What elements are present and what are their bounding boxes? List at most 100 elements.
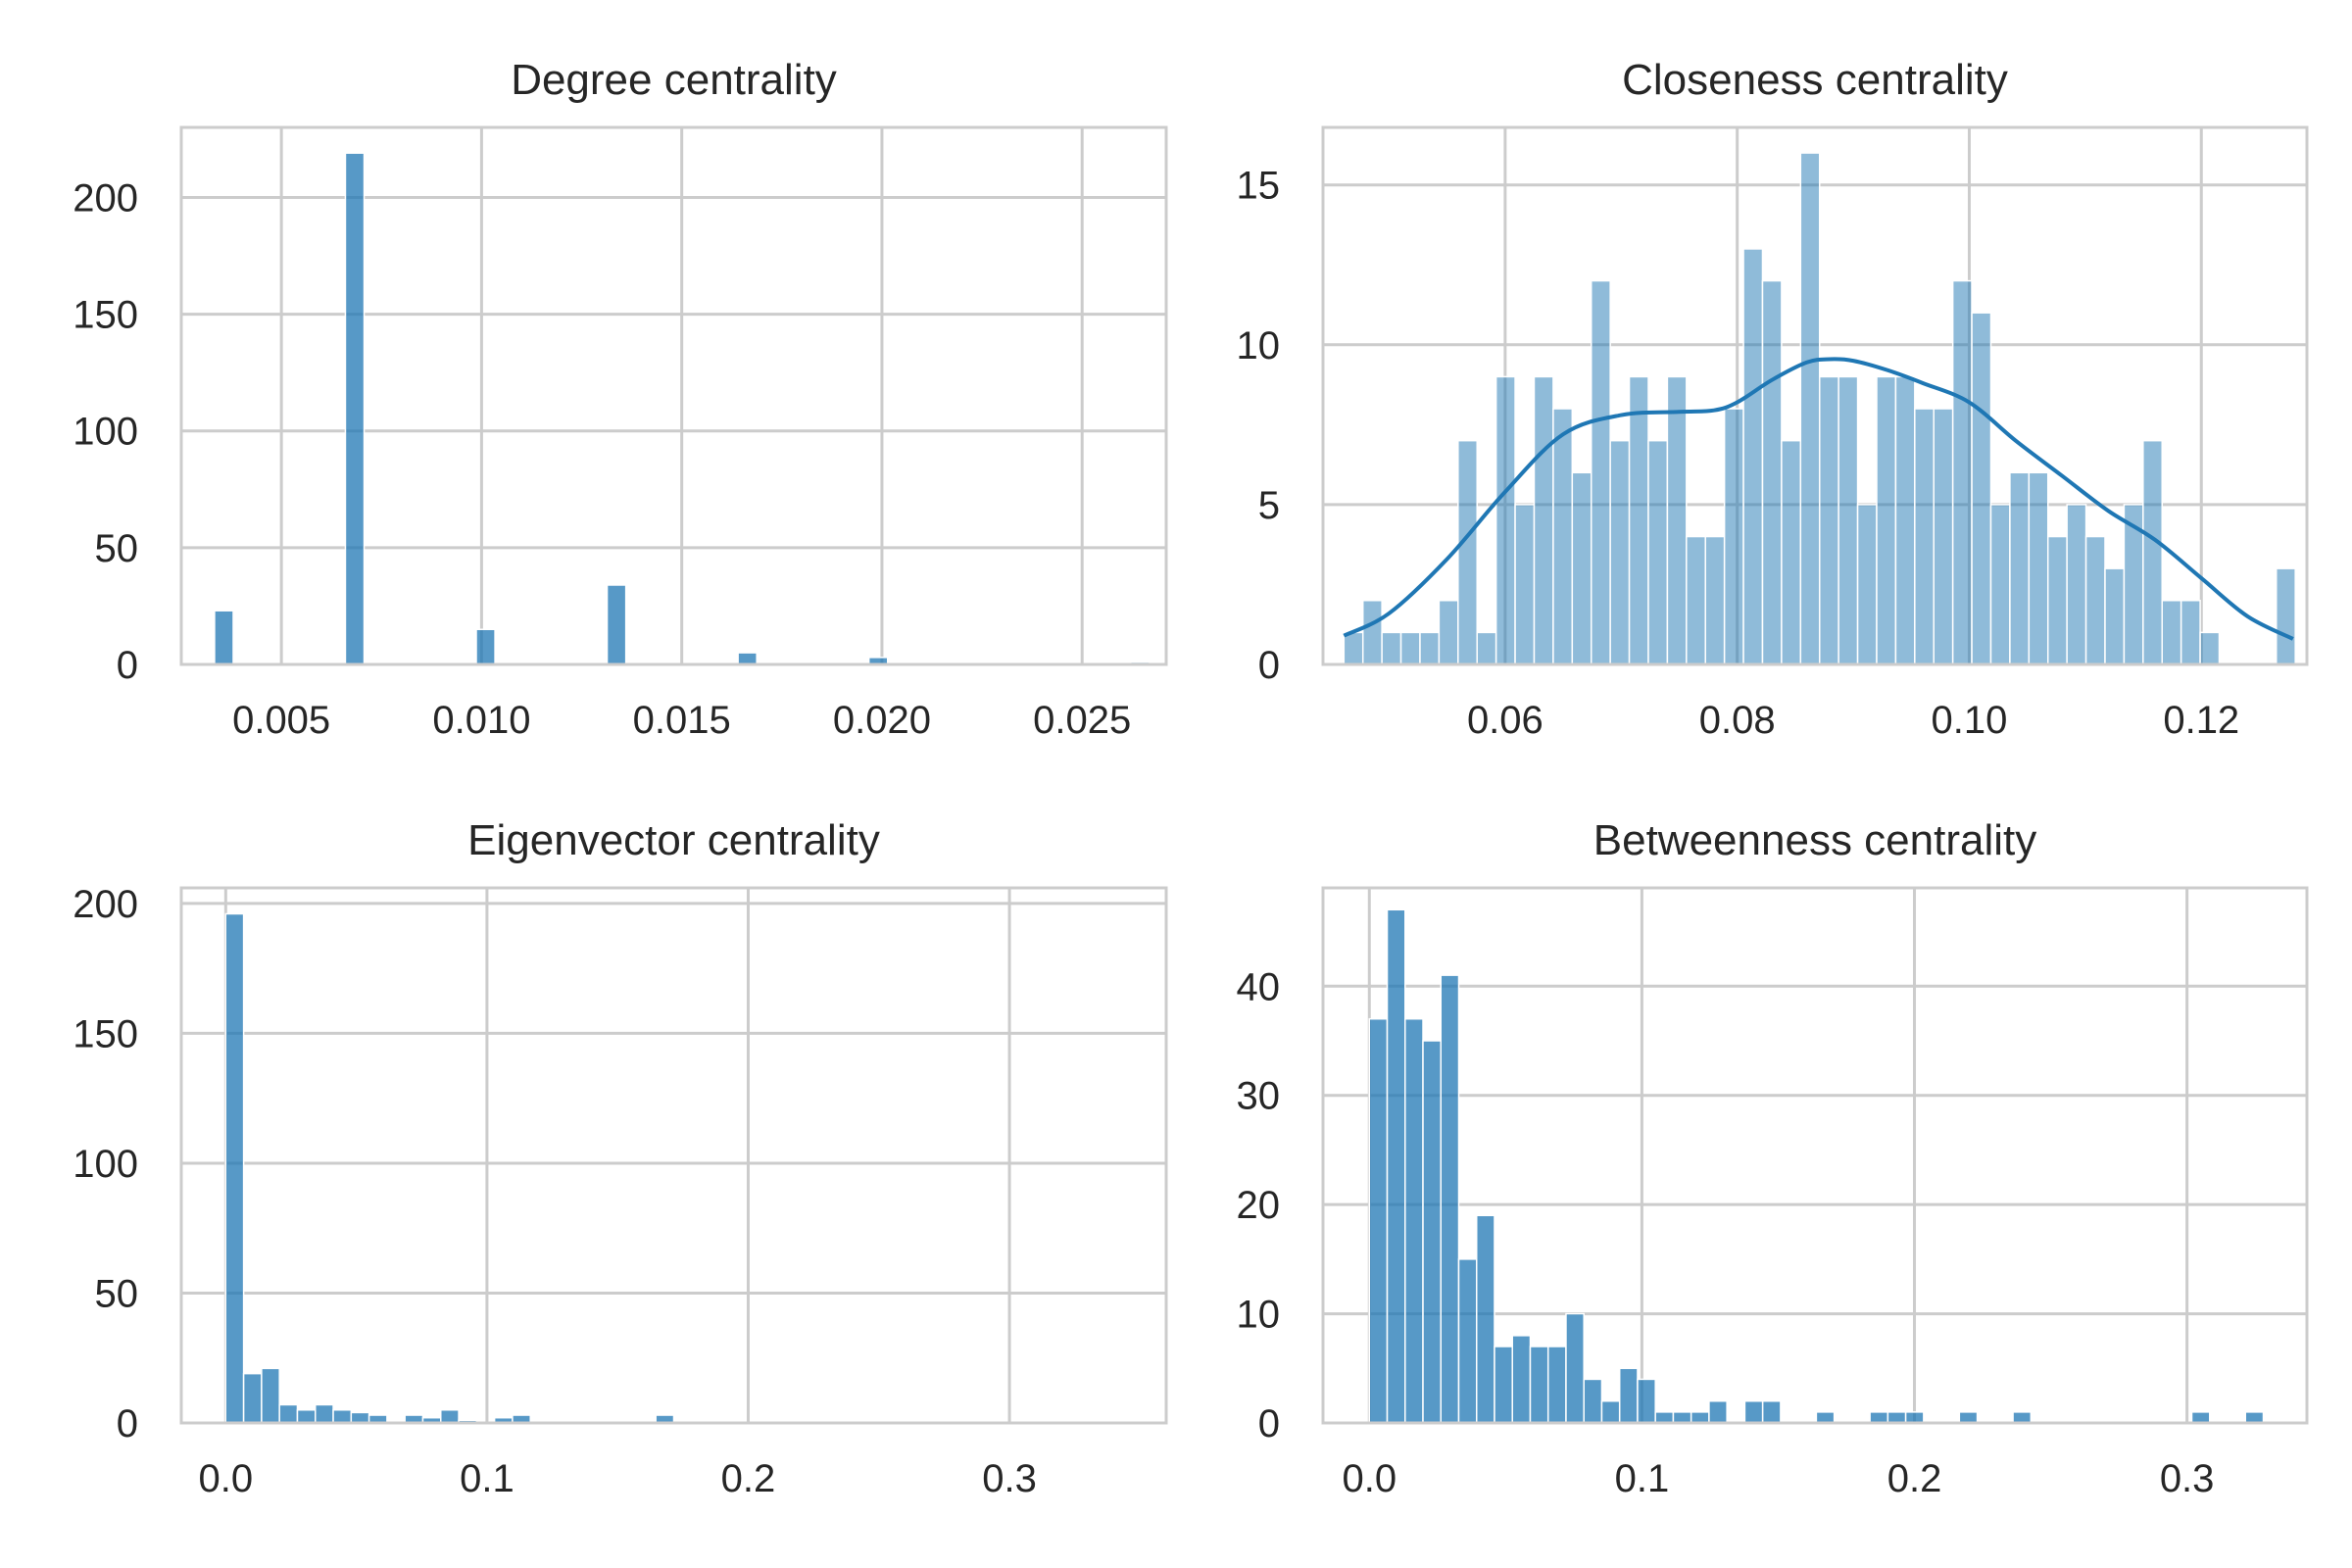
histogram-bar [1368, 1017, 1389, 1424]
x-tick-label: 0.10 [1932, 699, 2008, 742]
histogram-bar [1533, 375, 1554, 665]
histogram-bars [224, 912, 675, 1424]
axes-frame [1321, 125, 2309, 666]
histogram-bar [737, 652, 758, 665]
histogram-bar [1628, 375, 1649, 665]
histogram-bar [1743, 1399, 1764, 1424]
histogram-bar [1647, 439, 1669, 665]
histogram-bar [1904, 1411, 1925, 1424]
betweenness-centrality-panel: Betweenness centrality 0.0 0.1 0.2 0.3 0 10 20… [1237, 816, 2309, 1500]
y-tick-label: 0 [1258, 1402, 1280, 1446]
histogram-bar [1419, 631, 1441, 665]
y-tick-label: 100 [73, 411, 138, 454]
histogram-bar [2190, 1411, 2211, 1424]
y-tick-labels: 0 50 100 150 200 [73, 176, 138, 687]
histogram-bar [332, 1408, 353, 1424]
histogram-bar [2084, 535, 2106, 665]
histogram-bar [1404, 1017, 1424, 1424]
axes-frame [179, 886, 1168, 1425]
histogram-bars [1368, 908, 2265, 1424]
histogram-bar [224, 912, 245, 1424]
histogram-bar [1818, 375, 1839, 665]
y-tick-label: 150 [73, 294, 138, 337]
histogram-bar [1989, 504, 2011, 665]
x-tick-label: 0.06 [1467, 699, 1544, 742]
histogram-bar [1666, 375, 1688, 665]
x-tick-label: 0.2 [1887, 1457, 1942, 1500]
x-tick-label: 0.010 [432, 699, 530, 742]
histogram-bar [1708, 1399, 1728, 1424]
degree-centrality-panel: Degree centrality 0.005 0.010 0.015 0.020 0.… [73, 56, 1168, 742]
histogram-bar [1742, 248, 1764, 665]
histogram-bar [1686, 535, 1706, 665]
y-tick-label: 40 [1237, 965, 1281, 1008]
histogram-bar [1886, 1411, 1907, 1424]
histogram-bar [475, 628, 496, 665]
histogram-bar [1475, 1214, 1495, 1424]
histogram-bar [1958, 1411, 1979, 1424]
y-tick-label: 15 [1237, 165, 1281, 208]
histogram-bar [350, 1411, 370, 1424]
eigenvector-centrality-panel: Eigenvector centrality 0.0 0.1 0.2 0.3 0 50 10… [73, 816, 1168, 1500]
histogram-bar [2028, 471, 2049, 665]
y-tick-label: 50 [95, 527, 139, 570]
histogram-bar [1609, 439, 1631, 665]
histogram-bar [440, 1408, 460, 1424]
histogram-bar [2180, 600, 2201, 665]
x-tick-label: 0.3 [982, 1457, 1037, 1500]
histogram-bar [2161, 600, 2182, 665]
y-tick-label: 20 [1237, 1184, 1281, 1227]
x-tick-label: 0.005 [232, 699, 330, 742]
histogram-bar [1583, 1378, 1603, 1424]
y-tick-label: 0 [117, 644, 138, 687]
histogram-bar [1914, 408, 1935, 665]
histogram-bar [1933, 408, 1954, 665]
histogram-bar [315, 1403, 334, 1424]
y-tick-label: 0 [117, 1402, 138, 1446]
histogram-bar [2244, 1411, 2265, 1424]
histogram-bar [1672, 1411, 1692, 1424]
histogram-bar [1565, 1312, 1585, 1424]
histogram-bar [1343, 631, 1364, 665]
histogram-bar [1799, 152, 1821, 665]
histogram-bar [1494, 1346, 1513, 1424]
histogram-bar [1422, 1040, 1443, 1424]
histogram-bar [1894, 375, 1916, 665]
histogram-bar [1476, 631, 1497, 665]
closeness-centrality-panel: Closeness centrality 0.06 0.08 0.10 0.12 0 5 1… [1237, 56, 2309, 742]
histogram-bar [2142, 439, 2163, 665]
histogram-bar [296, 1408, 317, 1424]
x-tick-label: 0.2 [721, 1457, 776, 1500]
y-tick-label: 0 [1258, 644, 1280, 687]
histogram-bar [1399, 631, 1421, 665]
histogram-bar [278, 1403, 299, 1424]
histogram-bar [1971, 312, 1992, 665]
histogram-bar [1690, 1411, 1710, 1424]
panel-title: Eigenvector centrality [467, 816, 880, 864]
histogram-bar [2275, 567, 2296, 665]
histogram-bar [2066, 504, 2087, 665]
x-tick-label: 0.1 [460, 1457, 514, 1500]
histogram-bar [1494, 375, 1516, 665]
histogram-bar [1552, 408, 1574, 665]
histogram-bar [1704, 535, 1726, 665]
histogram-bar [2104, 567, 2126, 665]
x-tick-label: 0.020 [833, 699, 931, 742]
histogram-bar [1838, 375, 1859, 665]
histogram-bar [606, 584, 627, 665]
histogram-bar [214, 610, 234, 665]
y-tick-labels: 0 50 100 150 200 [73, 883, 138, 1446]
x-tick-label: 0.1 [1615, 1457, 1670, 1500]
histogram-bar [1856, 504, 1878, 665]
axes-frame [1321, 886, 2309, 1425]
y-tick-label: 200 [73, 883, 138, 926]
x-tick-label: 0.0 [199, 1457, 254, 1500]
histogram-bar [1600, 1399, 1621, 1424]
histogram-bar [1381, 631, 1402, 665]
histogram-bar [1869, 1411, 1889, 1424]
histogram-bar [1386, 908, 1406, 1424]
histogram-bar [1529, 1346, 1549, 1424]
histogram-bar [1761, 279, 1783, 665]
histogram-bar [1514, 504, 1536, 665]
